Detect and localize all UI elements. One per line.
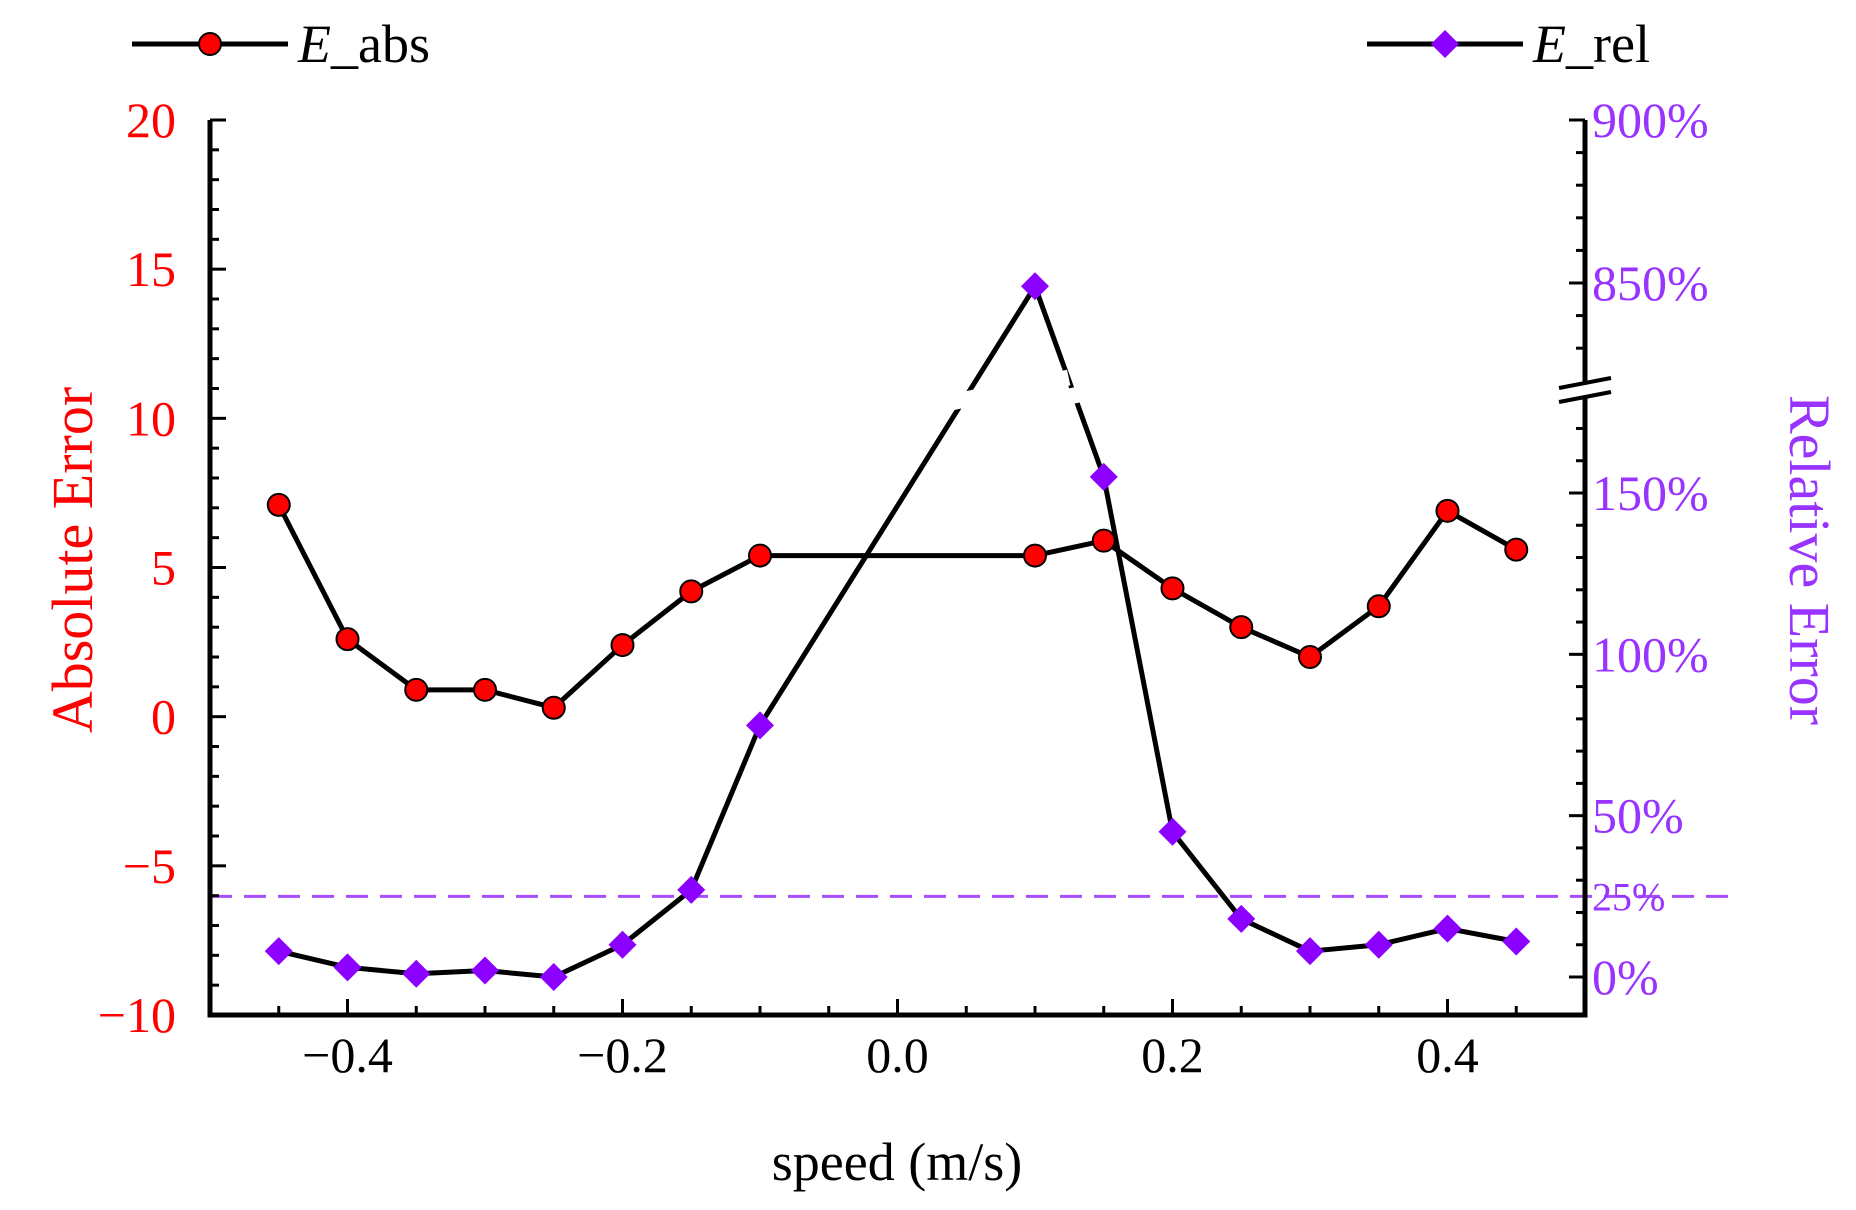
legend: E_abs E_rel <box>132 14 1650 74</box>
y-left-tick-label: −5 <box>123 838 176 894</box>
marker-e-abs-11 <box>1229 615 1254 640</box>
y-left-tick-label: −10 <box>98 987 176 1043</box>
axes-layer <box>207 118 1612 1018</box>
axis-break-mark-bottom <box>1558 390 1612 404</box>
marker-e-rel-4 <box>539 963 568 991</box>
marker-e-rel-7 <box>746 711 774 740</box>
marker-e-abs-12 <box>1298 645 1322 669</box>
marker-e-rel-11 <box>1227 904 1256 933</box>
series-line-e-abs <box>276 503 1518 711</box>
marker-e-abs-14 <box>1435 498 1460 523</box>
marker-e-abs-3 <box>473 677 497 702</box>
marker-e-rel-2 <box>402 959 431 988</box>
marker-e-abs-8 <box>1023 543 1047 568</box>
marker-e-abs-5 <box>610 633 635 658</box>
x-tick-label: 0.0 <box>866 1027 929 1083</box>
legend-label-rest: _rel <box>1565 14 1650 74</box>
legend-label-e-abs: E_abs <box>297 14 430 74</box>
labels-layer: −0.4 −0.2 0.0 0.2 0.4 −10 −5 0 5 10 15 20 0% 25% 50% 10… <box>40 92 1842 1192</box>
marker-e-abs-0 <box>266 492 291 517</box>
axis-break-gap-left <box>949 369 1071 411</box>
legend-label-italic: E <box>297 14 331 74</box>
marker-e-rel-13 <box>1364 930 1393 959</box>
series-lines-layer <box>276 283 1518 980</box>
marker-e-rel-10 <box>1158 817 1187 846</box>
marker-e-abs-7 <box>748 543 772 568</box>
legend-label-italic: E <box>1532 14 1566 74</box>
marker-e-rel-15 <box>1502 927 1531 956</box>
y-right-tick-label: 25% <box>1592 874 1665 919</box>
marker-e-rel-12 <box>1296 937 1324 966</box>
legend-marker-e-abs <box>198 32 222 56</box>
y-right-tick-label: 850% <box>1592 255 1709 311</box>
marker-e-rel-14 <box>1433 914 1462 943</box>
markers-layer <box>264 272 1531 991</box>
axis-break-mark-top <box>1558 376 1612 390</box>
y-axis-right-title: Relative Error <box>1777 395 1842 725</box>
y-right-tick-label: 50% <box>1592 788 1684 844</box>
y-left-tick-label: 15 <box>126 241 176 297</box>
axis-break-gap-right <box>1059 373 1141 407</box>
legend-marker-e-rel <box>1431 30 1459 58</box>
marker-e-abs-13 <box>1366 594 1391 619</box>
y-axis-left-title: Absolute Error <box>40 387 105 733</box>
y-left-tick-label: 20 <box>126 92 176 148</box>
marker-e-abs-4 <box>541 695 566 720</box>
y-left-tick-label: 0 <box>151 689 176 745</box>
series-line-e-rel <box>278 283 1517 980</box>
y-right-tick-label: 150% <box>1592 465 1709 521</box>
marker-e-rel-9 <box>1089 462 1118 491</box>
marker-e-abs-6 <box>679 579 704 604</box>
y-right-tick-label: 100% <box>1592 626 1709 682</box>
legend-label-e-rel: E_rel <box>1532 14 1650 74</box>
marker-e-rel-5 <box>608 930 637 959</box>
y-right-tick-label: 900% <box>1592 92 1709 148</box>
marker-e-rel-1 <box>333 953 362 982</box>
marker-e-rel-6 <box>677 875 706 904</box>
marker-e-abs-2 <box>404 677 429 702</box>
marker-e-abs-9 <box>1091 528 1116 553</box>
x-tick-label: −0.2 <box>577 1027 668 1083</box>
x-tick-label: 0.4 <box>1416 1027 1479 1083</box>
y-right-tick-label: 0% <box>1592 949 1659 1005</box>
x-axis-title: speed (m/s) <box>772 1132 1022 1192</box>
marker-e-abs-10 <box>1160 576 1185 601</box>
marker-e-rel-3 <box>471 956 499 985</box>
y-left-tick-label: 5 <box>151 540 176 596</box>
marker-e-rel-0 <box>264 937 293 966</box>
marker-e-abs-15 <box>1504 537 1529 562</box>
marker-e-rel-8 <box>1021 272 1049 301</box>
x-tick-label: 0.2 <box>1141 1027 1204 1083</box>
marker-e-abs-1 <box>335 627 360 652</box>
legend-label-rest: _abs <box>330 14 430 74</box>
x-tick-label: −0.4 <box>302 1027 393 1083</box>
y-left-tick-label: 10 <box>126 390 176 446</box>
